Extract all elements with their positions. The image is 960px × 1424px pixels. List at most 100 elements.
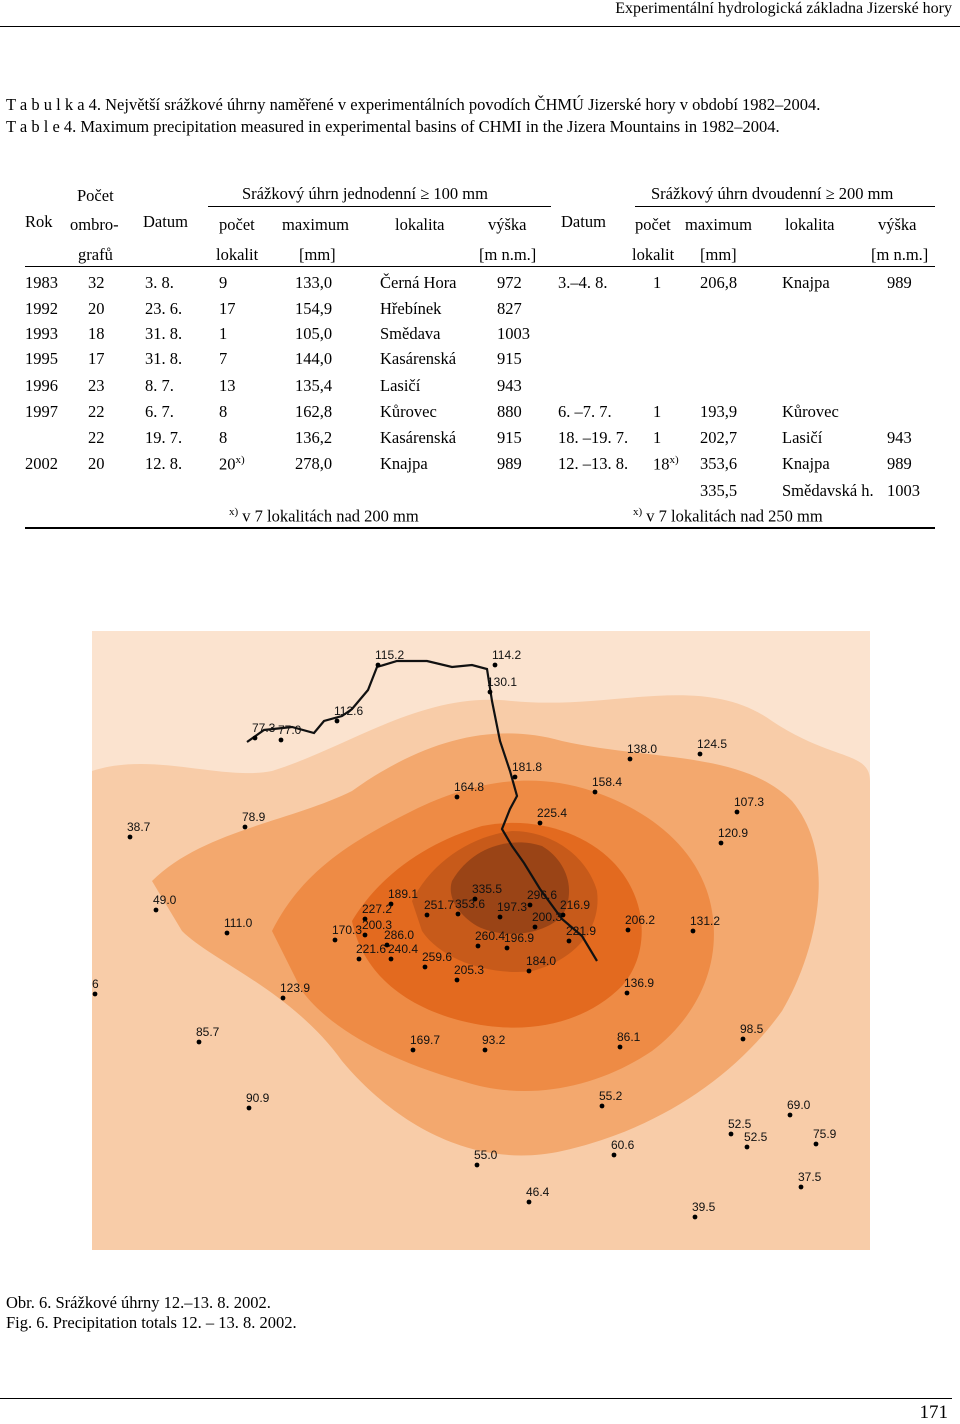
table-cell: 1995	[25, 349, 58, 368]
table-cell: 1	[653, 273, 662, 292]
station-label: 6	[92, 977, 99, 991]
station-label: 69.0	[787, 1098, 811, 1112]
station-dot	[410, 1047, 416, 1053]
table-cell: 1003	[497, 324, 530, 343]
table-cell: 154,9	[295, 299, 333, 318]
table-cell: Kůrovec	[782, 402, 839, 421]
station-label: 164.8	[454, 780, 484, 794]
table-cell: 3. 8.	[145, 273, 174, 292]
station-label: 221.9	[566, 924, 596, 938]
header-maximum-twoday: maximum	[685, 215, 752, 234]
table-cell: 12. –13. 8.	[558, 454, 629, 473]
table-cell: 23. 6.	[145, 299, 183, 318]
table-cell: 827	[497, 299, 522, 318]
station-label: 251.7	[424, 898, 454, 912]
station-label: 206.2	[625, 913, 655, 927]
header-rule	[0, 26, 960, 27]
station-dot	[527, 902, 533, 908]
stations-layer: 115.2 114.2 130.1 112.6 77.3 77.0 138.0 124.5 18…	[92, 648, 837, 1220]
station-dot	[560, 912, 566, 918]
table-cell: 943	[497, 376, 522, 395]
table-cell: 1997	[25, 402, 58, 421]
station-dot	[532, 924, 538, 930]
header-maximum-daily: maximum	[282, 215, 349, 234]
twoday-group-rule	[635, 206, 935, 207]
station-dot	[744, 1144, 750, 1150]
station-dot	[728, 1131, 734, 1137]
footnote-daily: x) v 7 lokalitách nad 200 mm	[229, 506, 419, 527]
station-dot	[740, 1036, 746, 1042]
table-cell: 136,2	[295, 428, 333, 447]
station-dot	[153, 907, 159, 913]
header-mm-daily: [mm]	[299, 245, 336, 264]
table-cell: 6. 7.	[145, 402, 174, 421]
station-dot	[280, 995, 286, 1001]
station-dot	[474, 1162, 480, 1168]
table-cell: 3.–4. 8.	[558, 273, 608, 292]
station-label: 138.0	[627, 742, 657, 756]
table-cell: 22	[88, 402, 105, 421]
station-dot	[384, 942, 390, 948]
table-cell: 278,0	[295, 454, 333, 473]
table-cell: 8. 7.	[145, 376, 174, 395]
station-label: 189.1	[388, 887, 418, 901]
table-cell: Kasárenská	[380, 349, 457, 368]
station-dot	[424, 912, 430, 918]
table-cell: Černá Hora	[380, 273, 457, 292]
station-dot	[537, 820, 543, 826]
station-label: 77.0	[278, 723, 302, 737]
table-caption-cz: T a b u l k a 4. Největší srážkové úhrny…	[6, 95, 821, 114]
station-label: 123.9	[280, 981, 310, 995]
station-label: 37.5	[798, 1170, 822, 1184]
station-dot	[224, 930, 230, 936]
station-dot	[252, 735, 258, 741]
table-cell: 2002	[25, 454, 58, 473]
station-label: 114.2	[492, 648, 521, 662]
station-dot	[388, 956, 394, 962]
station-label: 260.4	[475, 929, 505, 943]
table-cell: 18	[88, 324, 105, 343]
station-dot	[798, 1184, 804, 1190]
station-label: 130.1	[487, 675, 517, 689]
station-dot	[512, 774, 518, 780]
station-dot	[246, 1105, 252, 1111]
station-label: 52.5	[744, 1130, 768, 1144]
header-lokalita-daily: lokalita	[395, 215, 445, 234]
station-dot	[472, 896, 478, 902]
header-bottom-rule	[25, 266, 935, 267]
station-dot	[599, 1103, 605, 1109]
station-dot	[492, 662, 498, 668]
table-cell: 989	[497, 454, 522, 473]
precipitation-table: Počet Srážkový úhrn jednodenní ≥ 100 mm …	[25, 178, 935, 538]
table-cell: Lasičí	[380, 376, 421, 395]
station-label: 39.5	[692, 1200, 716, 1214]
border-line	[246, 659, 598, 962]
table-cell: 20x)	[219, 454, 245, 474]
station-dot	[692, 1214, 698, 1220]
footnote-daily-text: v 7 lokalitách nad 200 mm	[242, 506, 419, 526]
table-cell: 202,7	[700, 428, 738, 447]
station-label: 75.9	[813, 1127, 837, 1141]
table-cell: 133,0	[295, 273, 333, 292]
station-dot	[127, 834, 133, 840]
table-cell: 880	[497, 402, 522, 421]
daily-group-rule	[208, 206, 551, 207]
table-cell: 915	[497, 349, 522, 368]
station-dot	[475, 943, 481, 949]
station-label: 52.5	[728, 1117, 752, 1131]
station-dot	[734, 809, 740, 815]
header-mnm-twoday: [m n.m.]	[871, 245, 929, 264]
station-label: 49.0	[153, 893, 177, 907]
station-dot	[690, 928, 696, 934]
station-dot	[332, 937, 338, 943]
station-dot	[566, 938, 572, 944]
station-dot	[526, 968, 532, 974]
station-dot	[454, 977, 460, 983]
header-rok: Rok	[25, 212, 53, 231]
table-cell: 23	[88, 376, 105, 395]
precipitation-map: 115.2 114.2 130.1 112.6 77.3 77.0 138.0 124.5 18…	[92, 631, 870, 1250]
station-label: 197.3	[497, 900, 527, 914]
station-label: 55.2	[599, 1089, 623, 1103]
footnote-twoday-text: v 7 lokalitách nad 250 mm	[646, 506, 823, 526]
table-cell: 972	[497, 273, 522, 292]
